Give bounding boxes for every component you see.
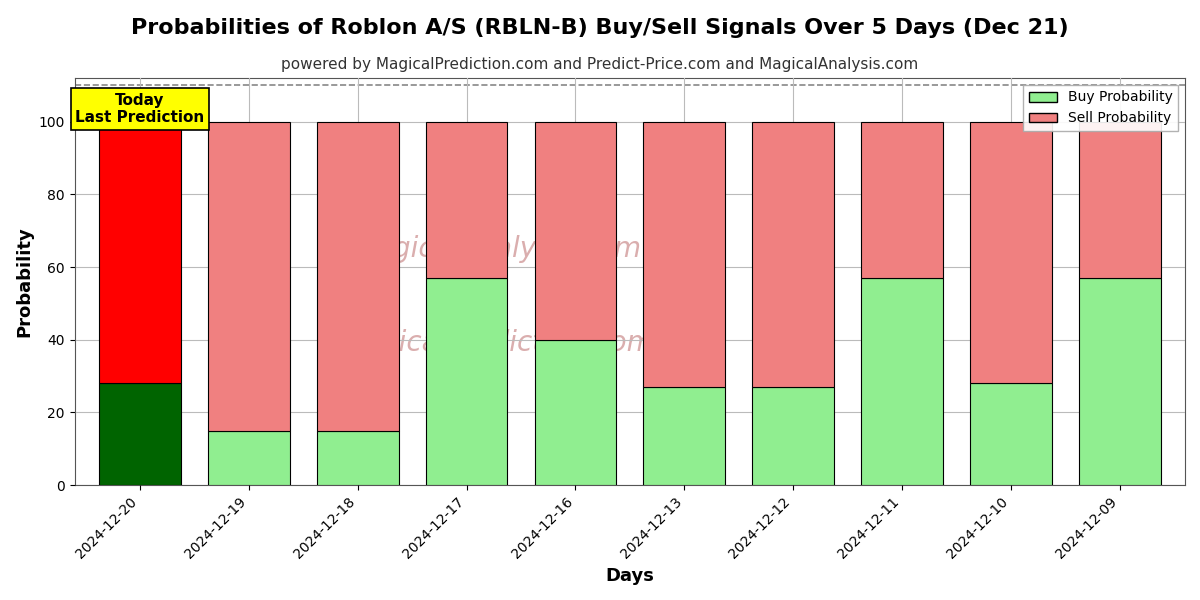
- Bar: [208, 431, 289, 485]
- Bar: [970, 122, 1051, 383]
- Y-axis label: Probability: Probability: [16, 226, 34, 337]
- Bar: [862, 122, 943, 278]
- Text: Probabilities of Roblon A/S (RBLN-B) Buy/Sell Signals Over 5 Days (Dec 21): Probabilities of Roblon A/S (RBLN-B) Buy…: [131, 18, 1069, 38]
- Bar: [643, 387, 725, 485]
- Bar: [100, 383, 181, 485]
- X-axis label: Days: Days: [605, 567, 654, 585]
- Legend: Buy Probability, Sell Probability: Buy Probability, Sell Probability: [1024, 85, 1178, 131]
- Bar: [862, 278, 943, 485]
- Bar: [208, 122, 289, 431]
- Bar: [1079, 122, 1160, 278]
- Bar: [534, 340, 617, 485]
- Text: MagicalAnalysis.com: MagicalAnalysis.com: [352, 235, 641, 263]
- Bar: [426, 122, 508, 278]
- Bar: [752, 122, 834, 387]
- Bar: [317, 431, 398, 485]
- Bar: [752, 387, 834, 485]
- Bar: [426, 278, 508, 485]
- Bar: [970, 383, 1051, 485]
- Bar: [100, 122, 181, 383]
- Text: Today
Last Prediction: Today Last Prediction: [76, 92, 204, 125]
- Text: MagicalPrediction.com: MagicalPrediction.com: [340, 329, 653, 356]
- Bar: [1079, 278, 1160, 485]
- Bar: [317, 122, 398, 431]
- Text: powered by MagicalPrediction.com and Predict-Price.com and MagicalAnalysis.com: powered by MagicalPrediction.com and Pre…: [281, 57, 919, 72]
- Bar: [534, 122, 617, 340]
- Bar: [643, 122, 725, 387]
